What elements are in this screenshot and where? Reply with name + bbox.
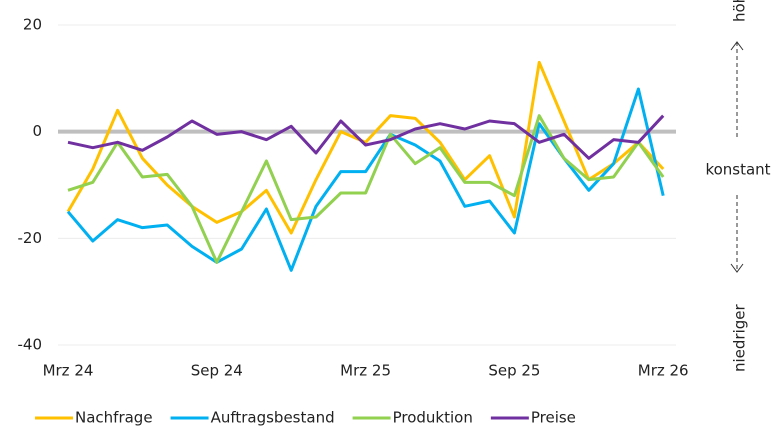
series-line <box>67 114 665 160</box>
annotation-higher: höher <box>731 0 749 22</box>
y-tick-label: -40 <box>18 336 43 354</box>
series-line <box>66 60 665 235</box>
legend-label: Auftragsbestand <box>211 409 335 427</box>
x-tick-label: Sep 24 <box>191 362 243 380</box>
series-line <box>67 114 665 264</box>
arrow-down-head <box>730 263 744 273</box>
legend-label: Produktion <box>393 409 473 427</box>
legend-label: Preise <box>531 409 576 427</box>
legend-label: Nachfrage <box>75 409 153 427</box>
y-tick-label: 0 <box>32 122 42 140</box>
y-tick-label: 20 <box>23 16 42 34</box>
x-tick-label: Sep 25 <box>488 362 540 380</box>
annotation-constant: konstant <box>705 161 770 179</box>
annotation-lower: niedriger <box>731 303 749 372</box>
y-tick-label: -20 <box>18 229 43 247</box>
x-tick-label: Mrz 26 <box>638 362 689 380</box>
x-tick-label: Mrz 24 <box>43 362 94 380</box>
arrow-up-head <box>730 41 744 51</box>
series-line <box>66 87 665 272</box>
x-tick-label: Mrz 25 <box>340 362 391 380</box>
